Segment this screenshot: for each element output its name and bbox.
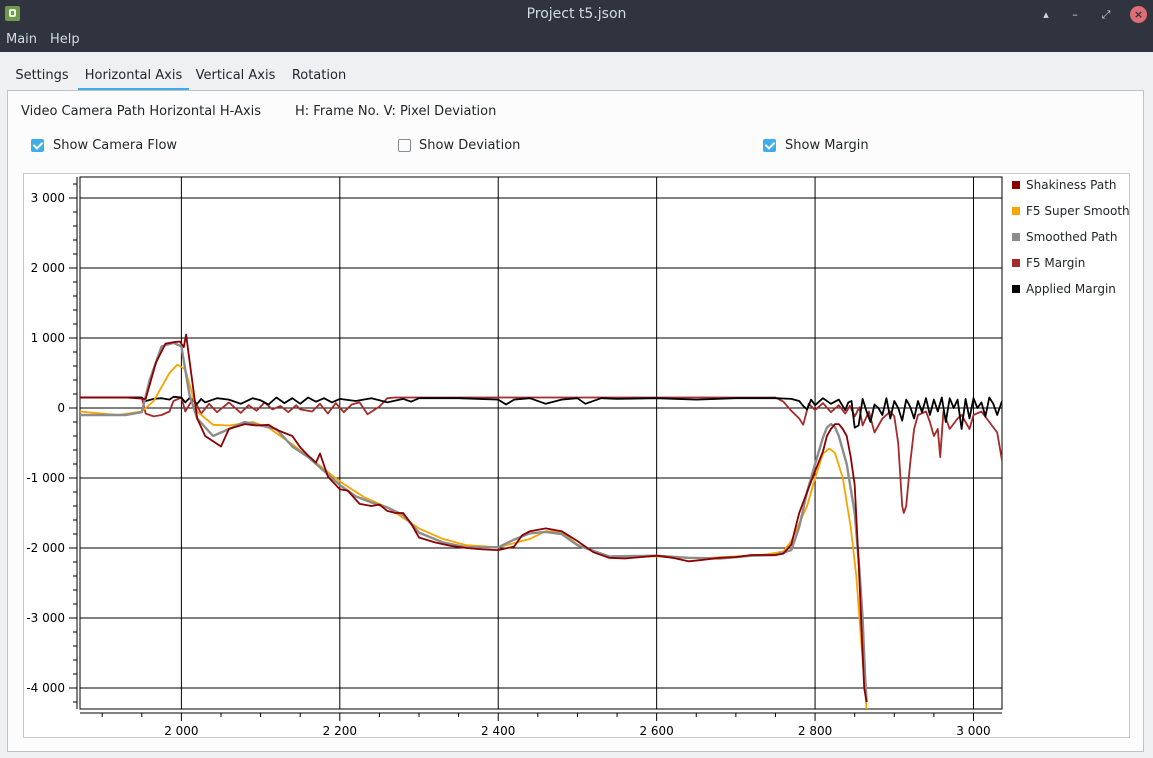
legend-swatch bbox=[1012, 181, 1020, 189]
tab-vertical-axis[interactable]: Vertical Axis bbox=[195, 68, 276, 83]
show-camera-flow-label[interactable]: Show Camera Flow bbox=[53, 138, 178, 153]
title-bar: Project t5.json ▴ – ⤢ × bbox=[0, 0, 1153, 29]
x-tick-label: 2 400 bbox=[481, 724, 515, 738]
series-line-f5-margin bbox=[80, 396, 1002, 514]
series-line-smoothed-path bbox=[80, 341, 868, 703]
menu-bar: Main Help bbox=[0, 29, 1153, 52]
y-tick-label: -4 000 bbox=[26, 681, 65, 695]
minimize-icon[interactable]: – bbox=[1072, 8, 1078, 21]
y-tick-label: 0 bbox=[57, 401, 65, 415]
y-tick-label: -2 000 bbox=[26, 541, 65, 555]
show-margin-checkbox[interactable] bbox=[763, 139, 776, 152]
y-tick-label: -3 000 bbox=[26, 611, 65, 625]
axis-units-label: H: Frame No. V: Pixel Deviation bbox=[295, 104, 497, 119]
show-deviation-label[interactable]: Show Deviation bbox=[419, 138, 521, 153]
keep-above-icon[interactable]: ▴ bbox=[1043, 8, 1049, 21]
legend-label: Smoothed Path bbox=[1026, 230, 1117, 244]
legend-swatch bbox=[1012, 233, 1020, 241]
close-icon[interactable]: × bbox=[1130, 6, 1147, 23]
legend-label: F5 Super Smooth bbox=[1026, 204, 1130, 218]
legend-label: Applied Margin bbox=[1026, 282, 1116, 296]
y-tick-label: 1 000 bbox=[31, 331, 65, 345]
series-line-shakiness-path bbox=[80, 333, 868, 703]
window-title: Project t5.json bbox=[526, 6, 627, 22]
tab-horizontal-axis[interactable]: Horizontal Axis bbox=[78, 62, 189, 90]
series-line-applied-margin bbox=[80, 395, 1002, 430]
show-camera-flow-checkbox[interactable] bbox=[31, 139, 44, 152]
y-tick-label: -1 000 bbox=[26, 471, 65, 485]
legend-swatch bbox=[1012, 259, 1020, 267]
legend-label: F5 Margin bbox=[1026, 256, 1085, 270]
maximize-icon[interactable]: ⤢ bbox=[1101, 8, 1111, 21]
menu-main[interactable]: Main bbox=[6, 32, 38, 47]
app-icon bbox=[5, 6, 20, 21]
x-tick-label: 2 000 bbox=[164, 724, 198, 738]
y-tick-label: 2 000 bbox=[31, 261, 65, 275]
legend-swatch bbox=[1012, 207, 1020, 215]
x-tick-label: 2 600 bbox=[639, 724, 673, 738]
tab-rotation[interactable]: Rotation bbox=[291, 68, 347, 83]
legend-swatch bbox=[1012, 285, 1020, 293]
x-tick-label: 2 800 bbox=[798, 724, 832, 738]
legend-label: Shakiness Path bbox=[1026, 178, 1117, 192]
y-tick-label: 3 000 bbox=[31, 191, 65, 205]
menu-help[interactable]: Help bbox=[50, 32, 80, 47]
show-deviation-checkbox[interactable] bbox=[398, 139, 411, 152]
tab-settings[interactable]: Settings bbox=[15, 68, 69, 83]
x-tick-label: 3 000 bbox=[956, 724, 990, 738]
axis-description-label: Video Camera Path Horizontal H-Axis bbox=[21, 104, 262, 119]
show-margin-label[interactable]: Show Margin bbox=[785, 138, 869, 153]
x-tick-label: 2 200 bbox=[323, 724, 357, 738]
